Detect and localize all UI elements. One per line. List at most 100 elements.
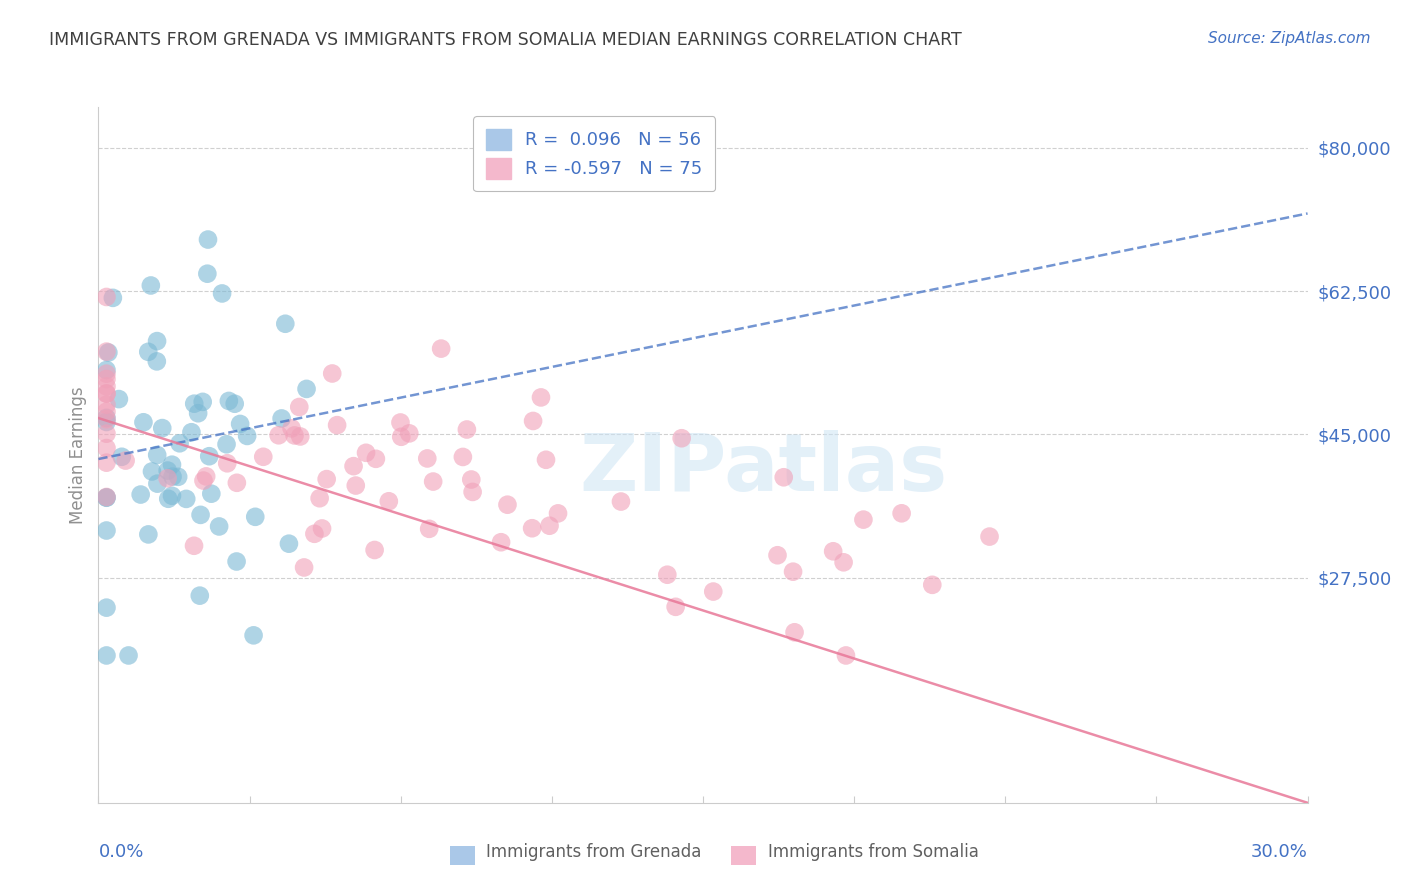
Point [96,490,118,504]
Point [460,473,482,487]
Point [96,456,118,470]
Point [183,397,205,411]
Point [139,278,162,293]
Point [979,530,1001,544]
Point [823,544,845,558]
Point [96,405,118,419]
Text: Immigrants from Grenada: Immigrants from Grenada [486,843,702,861]
Point [342,459,364,474]
Point [96,600,118,615]
Point [225,554,247,568]
Point [308,491,330,506]
Point [277,537,299,551]
Point [354,446,377,460]
Point [96,363,118,377]
Point [398,426,420,441]
Point [136,344,159,359]
Point [208,519,231,533]
Point [191,395,214,409]
Point [832,555,855,569]
Text: Immigrants from Somalia: Immigrants from Somalia [768,843,979,861]
Point [835,648,858,663]
Point [456,423,478,437]
Point [288,400,311,414]
Point [245,509,267,524]
Point [225,475,247,490]
Text: 0.0%: 0.0% [98,843,143,861]
Point [160,489,183,503]
Point [96,415,118,429]
Point [311,521,333,535]
Point [129,487,152,501]
Point [132,415,155,429]
Point [169,436,191,450]
Point [321,367,343,381]
Point [146,354,169,368]
Point [138,527,160,541]
Point [389,430,412,444]
Text: ZIPatlas: ZIPatlas [579,430,948,508]
Point [198,449,221,463]
Point [782,565,804,579]
Point [193,474,215,488]
Point [215,437,238,451]
Point [146,448,169,462]
Text: IMMIGRANTS FROM GRENADA VS IMMIGRANTS FROM SOMALIA MEDIAN EARNINGS CORRELATION C: IMMIGRANTS FROM GRENADA VS IMMIGRANTS FR… [49,31,962,49]
Point [96,290,118,304]
Point [315,472,337,486]
Point [274,317,297,331]
Point [522,414,544,428]
Point [451,450,474,464]
Point [766,548,789,562]
Text: Source: ZipAtlas.com: Source: ZipAtlas.com [1208,31,1371,46]
Point [783,625,806,640]
Point [665,599,688,614]
Point [671,431,693,445]
Point [236,429,259,443]
Point [150,421,173,435]
Point [252,450,274,464]
Point [267,428,290,442]
Point [921,578,943,592]
Point [96,367,118,381]
Point [156,464,179,478]
Point [96,344,118,359]
Point [364,451,387,466]
Point [146,334,169,348]
Point [242,628,264,642]
Point [190,508,212,522]
Point [326,418,349,433]
Point [538,518,561,533]
Point [772,470,794,484]
Point [534,452,557,467]
Point [188,589,211,603]
Point [156,471,179,485]
Point [162,469,184,483]
Point [200,486,222,500]
Point [96,412,118,426]
Text: 30.0%: 30.0% [1251,843,1308,861]
Point [157,491,180,506]
Point [290,429,312,443]
Point [657,567,679,582]
Point [224,397,246,411]
Point [96,648,118,663]
Point [211,286,233,301]
Point [183,539,205,553]
Point [852,513,875,527]
Point [96,372,118,386]
Point [96,491,118,505]
Point [114,453,136,467]
Point [461,484,484,499]
Point [217,456,239,470]
Point [344,478,367,492]
Point [197,233,219,247]
Point [890,506,912,520]
Point [187,406,209,420]
Point [96,398,118,412]
Point [389,416,412,430]
Point [218,393,240,408]
Point [416,451,439,466]
Point [292,560,315,574]
Point [229,417,252,431]
